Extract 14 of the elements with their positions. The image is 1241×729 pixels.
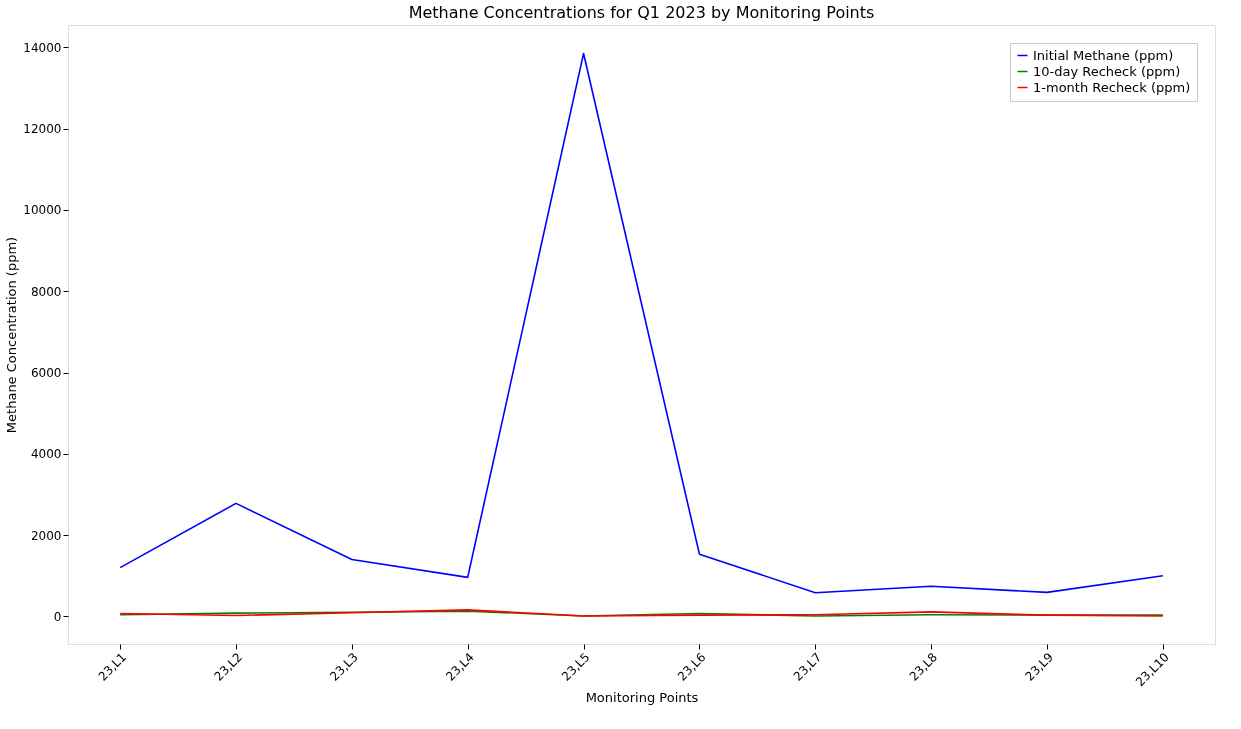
y-axis-title: Methane Concentration (ppm) <box>4 236 20 434</box>
x-axis-title: Monitoring Points <box>585 690 699 706</box>
y-tick-label: 12000 <box>23 122 62 137</box>
y-tick-label: 0 <box>53 609 62 624</box>
legend-label: 1-month Recheck (ppm) <box>1033 79 1191 95</box>
chart-title: Methane Concentrations for Q1 2023 by Monitoring Points <box>408 3 875 22</box>
legend-label: Initial Methane (ppm) <box>1033 47 1174 63</box>
y-tick-label: 8000 <box>30 284 62 299</box>
y-tick-label: 4000 <box>30 447 62 462</box>
y-tick-label: 14000 <box>23 40 62 55</box>
y-tick-label: 10000 <box>23 203 62 218</box>
y-tick-label: 6000 <box>30 366 62 380</box>
y-tick-label: 2000 <box>30 528 62 543</box>
legend-label: 10-day Recheck (ppm) <box>1033 63 1181 79</box>
